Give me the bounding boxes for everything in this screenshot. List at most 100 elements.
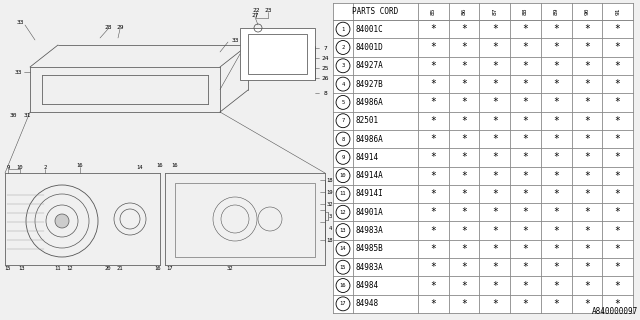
Text: *: *	[523, 281, 529, 291]
Text: 32: 32	[227, 266, 233, 270]
Text: 21: 21	[116, 266, 124, 270]
Text: *: *	[492, 134, 498, 144]
Text: 24: 24	[321, 55, 329, 60]
Text: 10: 10	[340, 173, 346, 178]
Text: 33: 33	[14, 69, 22, 75]
Text: 84986A: 84986A	[356, 134, 384, 144]
Text: *: *	[492, 61, 498, 71]
Text: *: *	[553, 281, 559, 291]
Bar	[240, 28, 315, 80]
Text: *: *	[584, 97, 590, 108]
Text: *: *	[461, 299, 467, 309]
Text: 12: 12	[340, 210, 346, 215]
Text: 13: 13	[19, 266, 25, 270]
Text: *: *	[523, 97, 529, 108]
Text: *: *	[431, 116, 436, 126]
Text: *: *	[553, 79, 559, 89]
Text: *: *	[614, 189, 621, 199]
Text: *: *	[584, 43, 590, 52]
Text: 9: 9	[6, 164, 10, 170]
Text: *: *	[431, 244, 436, 254]
Text: *: *	[461, 281, 467, 291]
Circle shape	[336, 205, 350, 219]
Text: *: *	[431, 299, 436, 309]
Text: 86: 86	[461, 8, 467, 15]
Text: 8: 8	[323, 91, 327, 95]
Text: 15: 15	[4, 266, 12, 270]
Text: *: *	[492, 226, 498, 236]
Text: *: *	[431, 134, 436, 144]
Text: 19: 19	[327, 189, 333, 195]
Text: 84914I: 84914I	[356, 189, 384, 198]
Text: *: *	[492, 97, 498, 108]
Text: 20: 20	[105, 266, 111, 270]
Text: *: *	[492, 299, 498, 309]
Text: 27: 27	[252, 12, 259, 18]
Text: *: *	[584, 281, 590, 291]
Text: *: *	[614, 61, 621, 71]
Text: 29: 29	[116, 25, 124, 29]
Text: *: *	[492, 24, 498, 34]
Text: *: *	[492, 116, 498, 126]
Text: *: *	[461, 43, 467, 52]
Text: 16: 16	[155, 266, 161, 270]
Circle shape	[336, 77, 350, 91]
Bar	[175, 183, 315, 257]
Text: *: *	[431, 171, 436, 181]
Text: *: *	[614, 152, 621, 162]
Text: 16: 16	[157, 163, 163, 167]
Text: 32: 32	[327, 202, 333, 206]
Text: *: *	[492, 262, 498, 272]
Text: *: *	[553, 299, 559, 309]
Text: *: *	[584, 61, 590, 71]
Text: 13: 13	[340, 228, 346, 233]
Text: *: *	[461, 262, 467, 272]
Text: *: *	[614, 226, 621, 236]
Text: 85: 85	[431, 8, 436, 15]
Text: *: *	[431, 281, 436, 291]
Text: 5: 5	[341, 100, 344, 105]
Text: 16: 16	[77, 163, 83, 167]
Text: *: *	[553, 24, 559, 34]
Text: 84001D: 84001D	[356, 43, 384, 52]
Text: 23: 23	[264, 7, 272, 12]
Text: *: *	[461, 97, 467, 108]
Text: *: *	[523, 299, 529, 309]
Text: 84985B: 84985B	[356, 244, 384, 253]
Circle shape	[336, 22, 350, 36]
Text: *: *	[431, 97, 436, 108]
Text: 90: 90	[584, 8, 589, 15]
Text: 30: 30	[9, 113, 17, 117]
Text: *: *	[553, 244, 559, 254]
Text: *: *	[614, 299, 621, 309]
Text: 33: 33	[16, 20, 24, 25]
Text: *: *	[523, 116, 529, 126]
Bar	[333, 3, 633, 313]
Circle shape	[336, 187, 350, 201]
Text: 84927A: 84927A	[356, 61, 384, 70]
Text: *: *	[584, 24, 590, 34]
Text: *: *	[523, 262, 529, 272]
Text: *: *	[492, 79, 498, 89]
Text: 3: 3	[341, 63, 344, 68]
Circle shape	[55, 214, 69, 228]
Text: *: *	[584, 171, 590, 181]
Text: *: *	[492, 207, 498, 217]
Text: *: *	[492, 152, 498, 162]
Text: 25: 25	[321, 66, 329, 70]
Text: *: *	[584, 134, 590, 144]
Text: *: *	[431, 61, 436, 71]
Bar	[248, 34, 307, 74]
Text: 17: 17	[167, 266, 173, 270]
Text: 17: 17	[340, 301, 346, 306]
Text: *: *	[584, 79, 590, 89]
Text: 31: 31	[23, 113, 31, 117]
Text: *: *	[523, 24, 529, 34]
Text: *: *	[584, 299, 590, 309]
Text: *: *	[523, 61, 529, 71]
Text: *: *	[492, 43, 498, 52]
Text: 84948: 84948	[356, 299, 379, 308]
Text: *: *	[461, 134, 467, 144]
Text: 7: 7	[341, 118, 344, 123]
Text: A840000097: A840000097	[592, 307, 638, 316]
